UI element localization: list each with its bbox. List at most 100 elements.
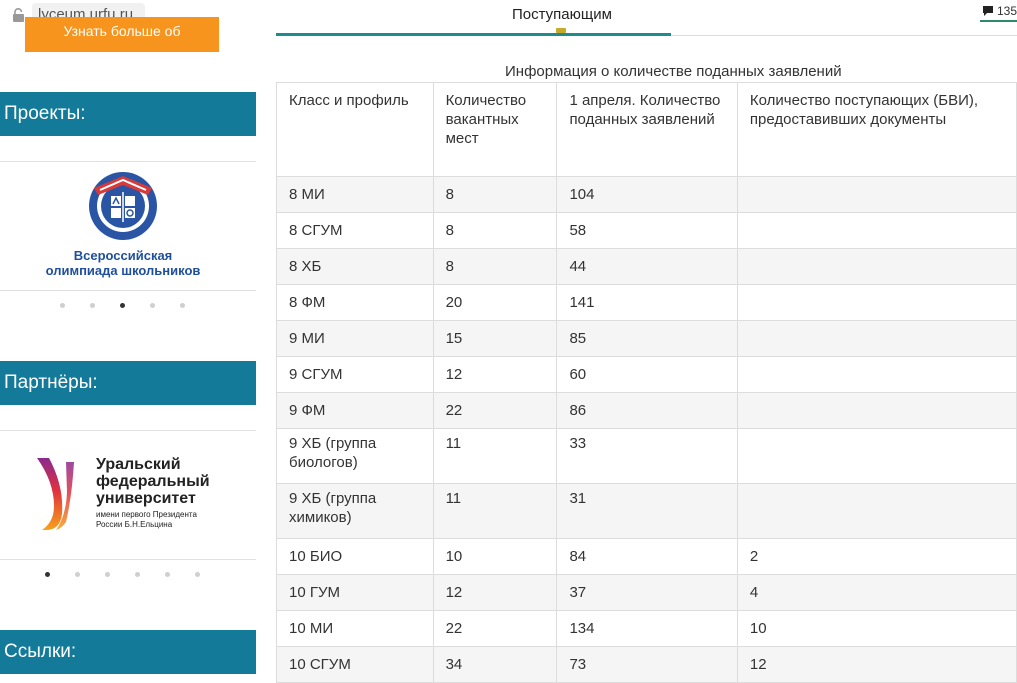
comments-counter[interactable]: 135 [980,2,1017,22]
table-row: 9 СГУМ 12 60 [276,356,1017,393]
cell-class-profile: 8 СГУМ [276,212,434,249]
divider [0,559,256,560]
cell-applications: 141 [556,284,738,321]
cell-vacancies: 8 [432,248,558,285]
projects-carousel-dots[interactable] [0,303,256,311]
cell-bvi [736,320,1017,357]
cell-vacancies: 12 [432,356,558,393]
applications-table: Класс и профиль Количество вакантных мес… [276,82,1017,683]
cell-vacancies: 34 [432,646,558,683]
olympiad-logo-caption: Всероссийская олимпиада школьников [45,248,201,278]
comment-icon [983,6,993,16]
cell-vacancies: 20 [432,284,558,321]
cell-applications: 85 [556,320,738,357]
carousel-dot[interactable] [60,303,65,308]
cell-class-profile: 9 СГУМ [276,356,434,393]
comments-underline [980,20,1017,22]
cell-vacancies: 22 [432,392,558,429]
divider [0,430,256,431]
table-row: 9 ХБ (группа химиков) 11 31 [276,483,1017,539]
table-header-row: Класс и профиль Количество вакантных мес… [276,82,1017,177]
cell-class-profile: 10 МИ [276,610,434,647]
links-heading: Ссылки: [0,630,256,674]
carousel-dot-active[interactable] [45,572,50,577]
header-cell-vacancies: Количество вакантных мест [432,82,558,177]
table-row: 10 СГУМ 34 73 12 [276,646,1017,683]
cell-class-profile: 8 МИ [276,176,434,213]
cell-class-profile: 10 СГУМ [276,646,434,683]
cell-applications: 58 [556,212,738,249]
carousel-dot[interactable] [90,303,95,308]
cell-class-profile: 9 ХБ (группа химиков) [276,483,434,539]
olympiad-logo-icon[interactable] [86,168,160,242]
cell-bvi: 12 [736,646,1017,683]
cell-applications: 44 [556,248,738,285]
divider [0,161,256,162]
cell-class-profile: 8 ХБ [276,248,434,285]
cell-bvi [736,284,1017,321]
cell-bvi [736,212,1017,249]
comment-count: 135 [997,4,1017,18]
cell-applications: 104 [556,176,738,213]
cell-vacancies: 12 [432,574,558,611]
cell-class-profile: 9 ХБ (группа биологов) [276,428,434,484]
cell-bvi [736,483,1017,539]
table-row: 8 СГУМ 8 58 [276,212,1017,249]
lock-icon [13,8,24,22]
cell-class-profile: 9 МИ [276,320,434,357]
urfu-logo-caption: Уральский федеральный университет имени … [96,456,210,529]
carousel-dot[interactable] [165,572,170,577]
cell-class-profile: 10 БИО [276,538,434,575]
table-row: 8 ХБ 8 44 [276,248,1017,285]
cell-vacancies: 11 [432,428,558,484]
header-cell-class: Класс и профиль [276,82,434,177]
page-title: Поступающим [512,6,612,23]
table-row: 8 ФМ 20 141 [276,284,1017,321]
cell-bvi [736,176,1017,213]
cell-bvi: 4 [736,574,1017,611]
cell-bvi [736,428,1017,484]
partners-carousel-dots[interactable] [0,572,256,580]
changes-button[interactable]: Узнать больше об изменениях [25,17,219,52]
table-caption: Информация о количестве поданных заявлен… [505,63,842,80]
projects-heading: Проекты: [0,92,256,136]
carousel-dot[interactable] [135,572,140,577]
cell-bvi [736,248,1017,285]
cell-applications: 134 [556,610,738,647]
cell-bvi [736,356,1017,393]
cell-vacancies: 8 [432,212,558,249]
table-row: 8 МИ 8 104 [276,176,1017,213]
cell-class-profile: 9 ФМ [276,392,434,429]
cell-bvi: 10 [736,610,1017,647]
cell-vacancies: 15 [432,320,558,357]
carousel-dot[interactable] [75,572,80,577]
carousel-dot[interactable] [105,572,110,577]
cell-class-profile: 8 ФМ [276,284,434,321]
cell-bvi: 2 [736,538,1017,575]
cell-vacancies: 10 [432,538,558,575]
carousel-dot[interactable] [195,572,200,577]
header-cell-applications: 1 апреля. Количество поданных заявлений [556,82,738,177]
cell-applications: 37 [556,574,738,611]
divider [0,290,256,291]
cell-applications: 86 [556,392,738,429]
cell-vacancies: 11 [432,483,558,539]
nav-marker [556,28,566,33]
table-row: 10 МИ 22 134 10 [276,610,1017,647]
cell-applications: 84 [556,538,738,575]
cell-applications: 60 [556,356,738,393]
carousel-dot[interactable] [150,303,155,308]
cell-applications: 33 [556,428,738,484]
section-divider-accent [276,33,671,36]
table-row: 9 ХБ (группа биологов) 11 33 [276,428,1017,484]
section-divider [671,35,1017,36]
table-row: 9 ФМ 22 86 [276,392,1017,429]
carousel-dot-active[interactable] [120,303,125,308]
cell-applications: 31 [556,483,738,539]
table-row: 9 МИ 15 85 [276,320,1017,357]
partners-heading: Партнёры: [0,361,256,405]
cell-vacancies: 22 [432,610,558,647]
urfu-logo-icon[interactable] [36,456,80,532]
carousel-dot[interactable] [180,303,185,308]
cell-bvi [736,392,1017,429]
